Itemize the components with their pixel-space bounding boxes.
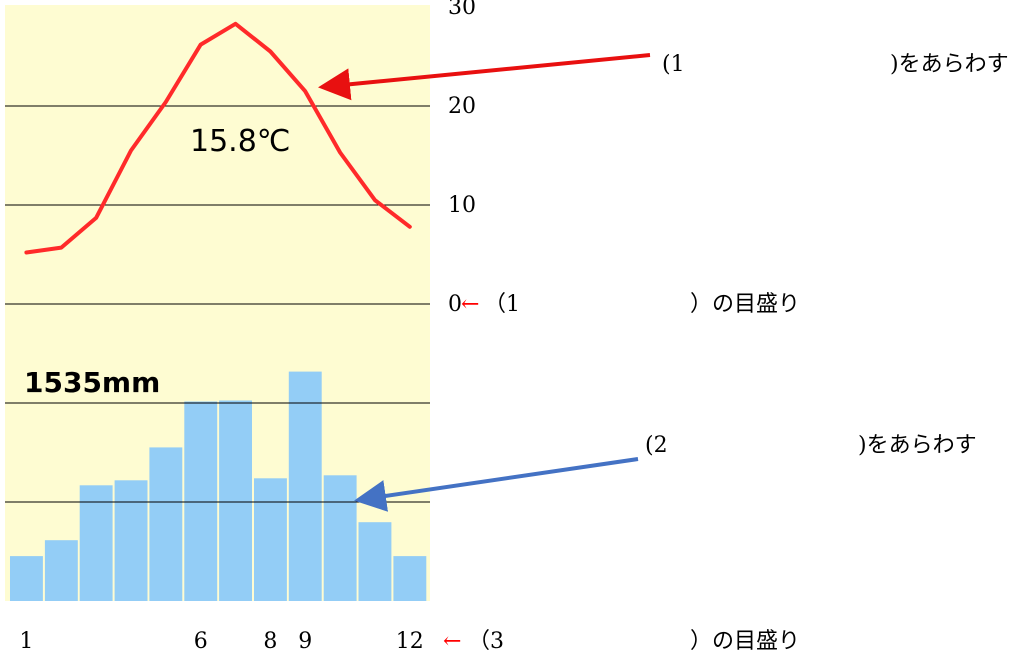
precip-bar-month-3 [79,485,113,601]
temp-line-label-suffix: )をあらわす [890,52,1009,77]
precip-bar-label-suffix: )をあらわす [858,433,977,458]
temperature-axis-ticks: 0 10 20 30 [448,0,476,317]
annual-temp-label: 15.8℃ [190,124,291,159]
temp-tick-label: 20 [448,94,476,119]
month-axis-ticks: 1 6 8 9 12 [19,629,423,654]
precip-bar-month-11 [358,522,392,601]
precip-bar-label-prefix: (2 [645,433,668,458]
annual-precip-label: 1535mm [24,366,160,399]
month-axis-label-suffix: ）の目盛り [690,629,800,654]
temperature-line [24,21,412,255]
precip-bar-month-1 [10,556,43,601]
temp-line-arrow [318,53,651,101]
month-axis-label-prefix: （3 [468,629,504,654]
plot-background [5,5,430,601]
temp-tick-label: 10 [448,193,476,218]
precip-bar-month-9 [288,371,322,601]
temp-line-label-prefix: (1 [662,52,685,77]
precipitation-bars [10,371,427,601]
temp-tick-label: 30 [448,0,476,20]
precip-bar-month-12 [393,556,427,601]
temp-axis-label-prefix: （1 [484,292,520,317]
month-tick-label: 12 [396,629,424,654]
month-axis-arrow: ← [443,629,461,654]
precip-bar-month-6 [184,401,218,601]
temp-axis-arrow: ← [461,292,479,317]
precip-bar-arrow [354,457,639,512]
precip-bar-month-5 [149,447,183,601]
month-tick-label: 8 [263,629,277,654]
temp-axis-label-suffix: ）の目盛り [690,292,800,317]
month-tick-label: 6 [194,629,208,654]
precip-bar-month-10 [323,475,357,601]
precip-bar-month-4 [114,480,148,601]
month-tick-label: 1 [19,629,33,654]
precip-bar-month-7 [219,400,252,601]
month-tick-label: 9 [298,629,312,654]
precip-bar-month-8 [254,478,287,601]
temp-tick-label: 0 [448,292,462,317]
precip-bar-month-2 [44,540,78,601]
